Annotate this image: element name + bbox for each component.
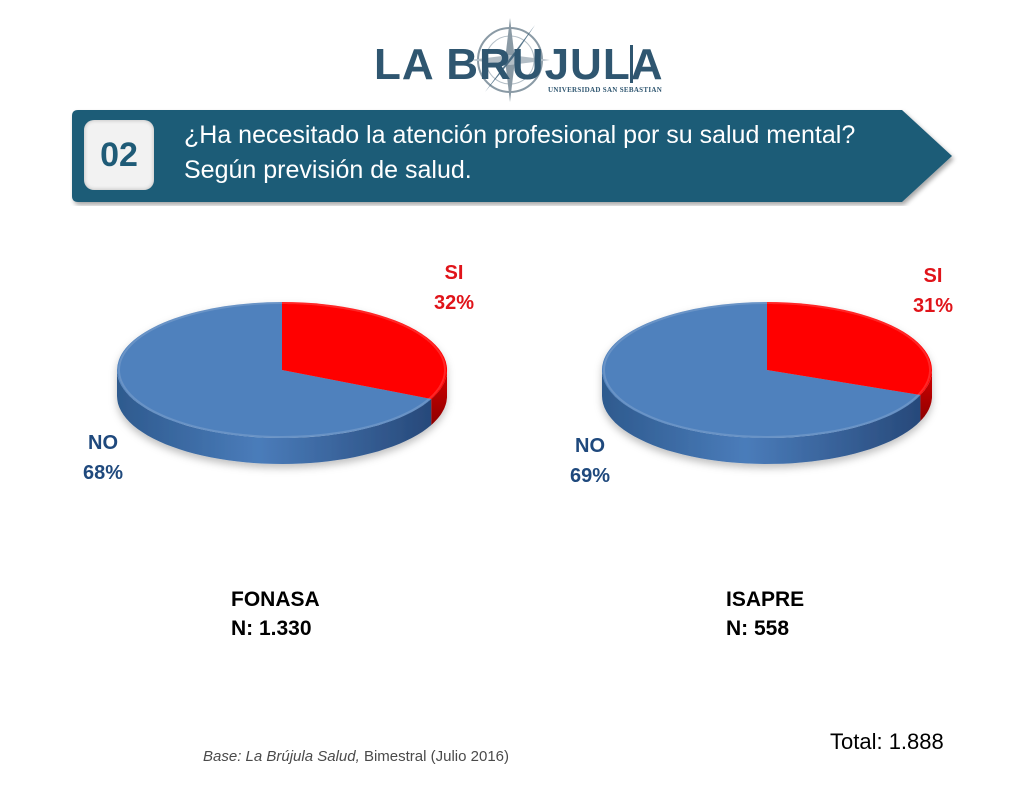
question-text: ¿Ha necesitado la atención profesional p… bbox=[184, 121, 856, 184]
slice-no-isapre bbox=[601, 302, 921, 438]
slice-value-si: 31% bbox=[913, 295, 953, 317]
source-note: Base: La Brújula Salud, Bimestral (Julio… bbox=[203, 748, 509, 765]
pie-rim bbox=[118, 302, 446, 438]
fonasa-n: N: 1.330 bbox=[231, 617, 312, 640]
side-si-fonasa bbox=[431, 370, 447, 425]
logo-name: LA BRUJULA bbox=[374, 40, 664, 89]
slice-label-no: NO bbox=[575, 435, 605, 457]
slice-value-no: 68% bbox=[83, 462, 123, 484]
question-banner: 02 ¿Ha necesitado la atención profesiona… bbox=[70, 108, 960, 206]
logo-subtitle: UNIVERSIDAD SAN SEBASTIAN bbox=[548, 86, 663, 94]
banner-shape bbox=[72, 110, 952, 202]
la-brujula-logo: LA BRUJULA UNIVERSIDAD SAN SEBASTIAN bbox=[360, 10, 670, 105]
source-italic: Base: La Brújula Salud, bbox=[203, 748, 360, 765]
slice-si-isapre bbox=[767, 302, 932, 395]
total-count: Total: 1.888 bbox=[830, 729, 944, 754]
side-no-fonasa bbox=[117, 370, 432, 464]
logo-side-mark bbox=[630, 45, 651, 83]
slice-label-no: NO bbox=[88, 432, 118, 454]
pie-isapre bbox=[601, 302, 932, 464]
isapre-n: N: 558 bbox=[726, 617, 790, 640]
compass-icon bbox=[470, 18, 550, 102]
pie-fonasa bbox=[117, 302, 448, 464]
side-no-isapre bbox=[602, 370, 921, 464]
pie-rim bbox=[603, 302, 931, 438]
pie-charts: SI 32% NO 68% SI 31% NO 69% bbox=[83, 262, 953, 487]
isapre-title: ISAPRE bbox=[726, 588, 805, 611]
question-number-badge: 02 bbox=[84, 120, 154, 190]
slice-label-si: SI bbox=[445, 262, 464, 284]
side-si-isapre bbox=[920, 370, 932, 421]
slice-value-no: 69% bbox=[570, 465, 610, 487]
source-rest: Bimestral (Julio 2016) bbox=[359, 748, 510, 765]
slice-value-si: 32% bbox=[434, 292, 474, 314]
fonasa-label: FONASA N: 1.330 bbox=[231, 585, 320, 643]
isapre-label: ISAPRE N: 558 bbox=[726, 585, 804, 643]
slice-label-si: SI bbox=[924, 265, 943, 287]
fonasa-title: FONASA bbox=[231, 588, 320, 611]
slice-no-fonasa bbox=[117, 302, 432, 438]
